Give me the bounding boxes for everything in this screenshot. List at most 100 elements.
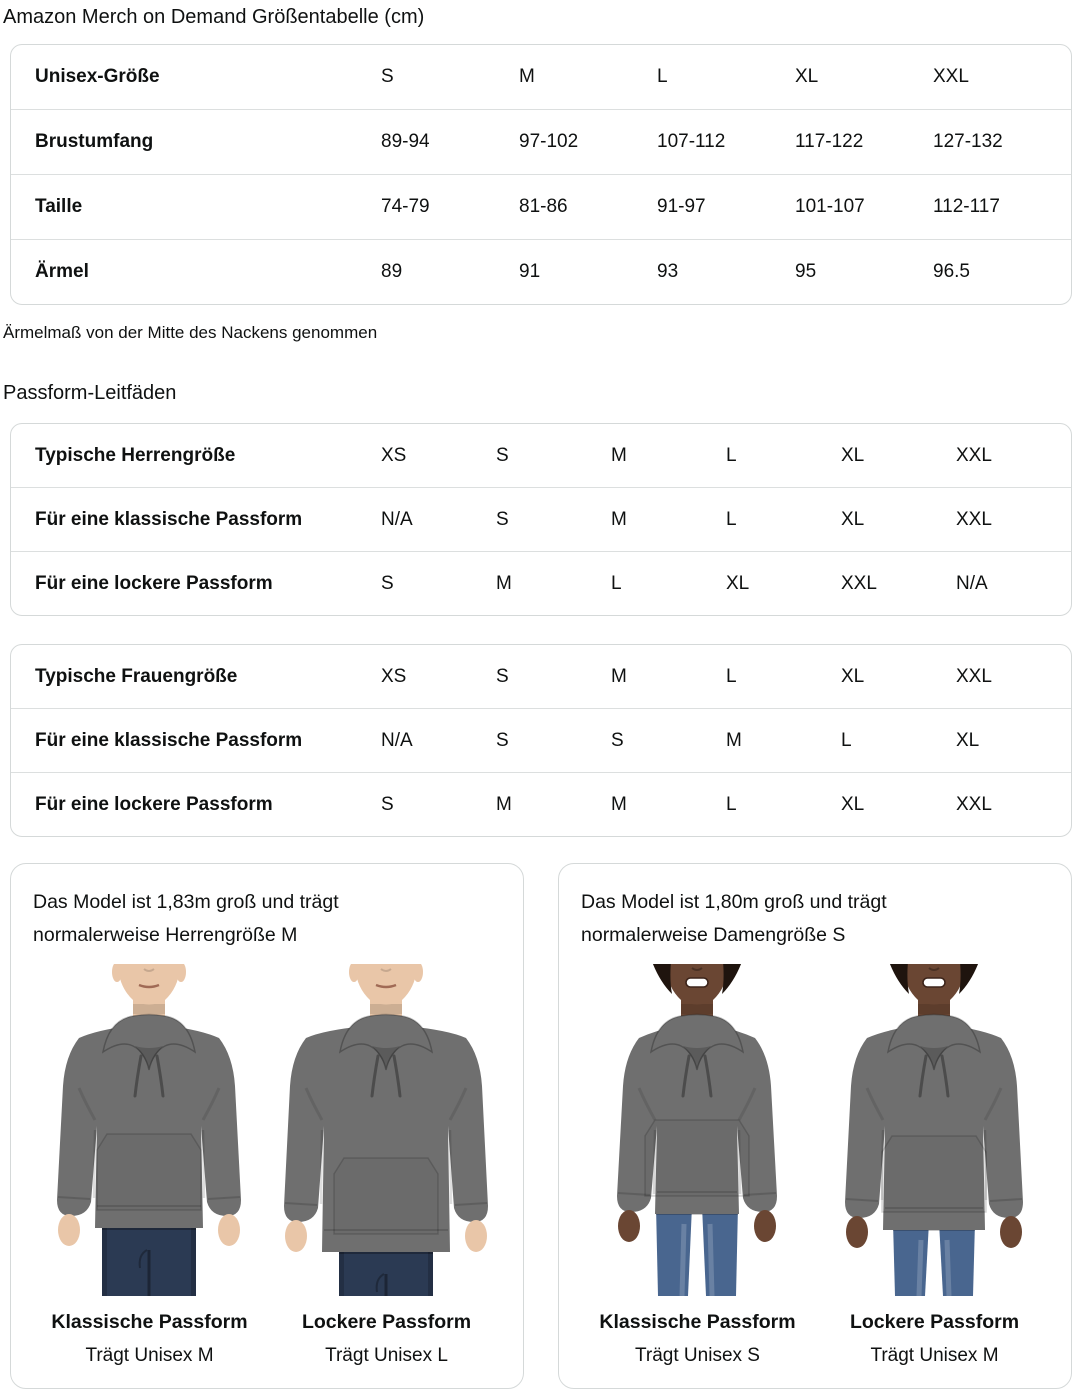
figure-loose-fit: Lockere Passform Trägt Unisex L <box>274 964 499 1368</box>
fit-type-label: Klassische Passform <box>599 1311 796 1333</box>
worn-size-label: Trägt Unisex M <box>85 1345 214 1366</box>
size-value: XL <box>841 665 865 687</box>
size-value: XL <box>841 444 865 466</box>
size-value: XXL <box>933 66 969 87</box>
size-value: 117-122 <box>795 131 864 152</box>
size-value: L <box>726 444 737 466</box>
row-label: Brustumfang <box>35 131 154 152</box>
size-value: 89-94 <box>381 131 430 152</box>
size-value: M <box>519 66 535 87</box>
model-cards: Das Model ist 1,83m groß und trägt norma… <box>10 863 1072 1389</box>
size-value: S <box>381 793 394 815</box>
size-value: XXL <box>956 665 992 687</box>
row-label: Unisex-Größe <box>35 66 160 87</box>
size-value: S <box>496 444 509 466</box>
size-value: L <box>726 665 737 687</box>
model-card-men: Das Model ist 1,83m groß und trägt norma… <box>10 863 524 1389</box>
size-value: 127-132 <box>933 131 1003 152</box>
worn-size-label: Trägt Unisex S <box>635 1345 760 1366</box>
fit-type-label: Klassische Passform <box>51 1311 248 1333</box>
size-value: XL <box>841 508 865 530</box>
table-row: Für eine lockere Passform S M L XL XXL N/A <box>11 551 1071 615</box>
size-value: XXL <box>956 793 992 815</box>
size-value: N/A <box>956 572 988 594</box>
size-value: 89 <box>381 261 403 282</box>
size-value: S <box>496 665 509 687</box>
size-value: XS <box>381 444 407 466</box>
table-row: Taille 74-79 81-86 91-97 101-107 112-117 <box>11 174 1071 239</box>
model-card-women: Das Model ist 1,80m groß und trägt norma… <box>558 863 1072 1389</box>
size-value: 74-79 <box>381 196 430 217</box>
size-value: 96.5 <box>933 261 970 282</box>
size-value: 95 <box>795 261 817 282</box>
row-label: Taille <box>35 196 83 217</box>
size-value: M <box>726 729 742 751</box>
size-value: L <box>657 66 668 87</box>
row-label: Für eine lockere Passform <box>35 793 273 815</box>
size-value: XXL <box>956 508 992 530</box>
size-value: S <box>496 508 509 530</box>
size-value: XL <box>726 572 750 594</box>
size-value: 93 <box>657 261 679 282</box>
size-value: S <box>381 572 394 594</box>
size-value: L <box>841 729 852 751</box>
table-row: Für eine klassische Passform N/A S S M L XL <box>11 708 1071 772</box>
size-value: 97-102 <box>519 131 579 152</box>
size-value: XXL <box>956 444 992 466</box>
female-model-loose-fit-photo <box>822 964 1047 1296</box>
row-label: Für eine klassische Passform <box>35 729 303 751</box>
size-value: 91 <box>519 261 541 282</box>
worn-size-label: Trägt Unisex M <box>870 1345 999 1366</box>
table-row: Brustumfang 89-94 97-102 107-112 117-122 127-… <box>11 109 1071 174</box>
size-value: S <box>381 66 394 87</box>
size-value: M <box>611 665 627 687</box>
sleeve-measure-note: Ärmelmaß von der Mitte des Nackens genom… <box>3 323 378 342</box>
male-model-classic-fit-photo <box>37 964 262 1296</box>
size-value: 81-86 <box>519 196 568 217</box>
female-model-classic-fit-photo <box>585 964 810 1296</box>
size-value: XXL <box>841 572 877 594</box>
table-row: Unisex-Größe S M L XL XXL <box>11 45 1071 109</box>
size-value: L <box>726 508 737 530</box>
size-value: N/A <box>381 508 413 530</box>
size-value: S <box>496 729 509 751</box>
table-row: Typische Herrengröße XS S M L XL XXL <box>11 424 1071 487</box>
size-value: XL <box>956 729 980 751</box>
model-description: Das Model ist 1,80m groß und trägt norma… <box>581 891 887 946</box>
table-row: Typische Frauengröße XS S M L XL XXL <box>11 645 1071 708</box>
size-value: XS <box>381 665 407 687</box>
figures-row: Klassische Passform Trägt Unisex M <box>33 964 503 1368</box>
size-value: M <box>611 444 627 466</box>
size-value: XL <box>841 793 865 815</box>
page-title: Amazon Merch on Demand Größentabelle (cm… <box>3 6 425 28</box>
fit-type-label: Lockere Passform <box>849 1311 1020 1333</box>
row-label: Für eine lockere Passform <box>35 572 273 594</box>
figure-loose-fit: Lockere Passform Trägt Unisex M <box>822 964 1047 1368</box>
size-value: S <box>611 729 624 751</box>
model-description: Das Model ist 1,83m groß und trägt norma… <box>33 891 339 946</box>
table-row: Für eine klassische Passform N/A S M L XL XXL <box>11 487 1071 551</box>
figure-classic-fit: Klassische Passform Trägt Unisex S <box>585 964 810 1368</box>
size-value: M <box>611 793 627 815</box>
unisex-size-table: Unisex-Größe S M L XL XXL Brustumfang 89-94 97-1… <box>10 44 1072 305</box>
size-value: XL <box>795 66 819 87</box>
size-value: M <box>611 508 627 530</box>
fit-guides-heading: Passform-Leitfäden <box>3 382 177 404</box>
row-label: Ärmel <box>35 261 89 282</box>
worn-size-label: Trägt Unisex L <box>325 1345 448 1366</box>
size-value: L <box>726 793 737 815</box>
row-label: Für eine klassische Passform <box>35 508 303 530</box>
size-value: N/A <box>381 729 413 751</box>
row-label: Typische Frauengröße <box>35 665 238 687</box>
size-value: 112-117 <box>933 196 1000 217</box>
size-value: L <box>611 572 622 594</box>
row-label: Typische Herrengröße <box>35 444 236 466</box>
size-value: 101-107 <box>795 196 865 217</box>
size-value: M <box>496 793 512 815</box>
mens-fit-table: Typische Herrengröße XS S M L XL XXL Für eine k… <box>10 423 1072 616</box>
figure-classic-fit: Klassische Passform Trägt Unisex M <box>37 964 262 1368</box>
womens-fit-table: Typische Frauengröße XS S M L XL XXL Für eine k… <box>10 644 1072 837</box>
size-value: 107-112 <box>657 131 726 152</box>
figures-row: Klassische Passform Trägt Unisex S <box>581 964 1051 1368</box>
